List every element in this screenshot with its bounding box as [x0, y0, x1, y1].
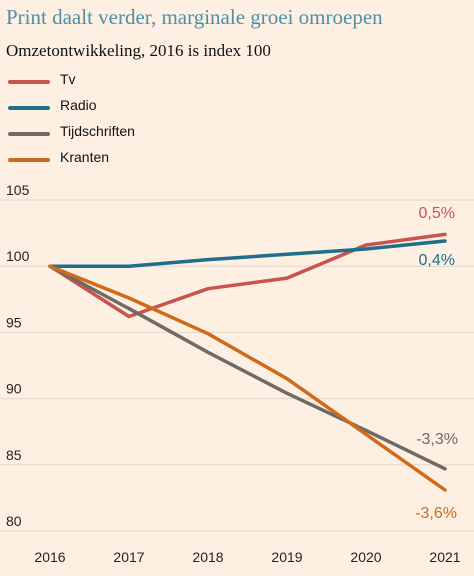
x-tick-label-2018: 2018	[192, 549, 223, 565]
y-tick-label-80: 80	[6, 513, 22, 529]
y-tick-label-95: 95	[6, 314, 22, 330]
chart-title: Print daalt verder, marginale groei omro…	[6, 5, 383, 29]
series-line-kranten	[48, 264, 447, 492]
series-line-tijdschriften	[48, 264, 447, 471]
legend-swatch-tv	[8, 80, 50, 84]
legend-label-tijdschriften: Tijdschriften	[60, 123, 135, 139]
series-line-radio	[48, 239, 447, 268]
end-label-tijdschriften: -3,3%	[416, 431, 458, 448]
y-tick-label-100: 100	[6, 248, 30, 264]
chart-subtitle: Omzetontwikkeling, 2016 is index 100	[6, 41, 271, 60]
x-tick-label-2021: 2021	[429, 549, 460, 565]
end-label-radio: 0,4%	[419, 252, 455, 269]
x-tick-label-2017: 2017	[113, 549, 144, 565]
x-tick-label-2019: 2019	[271, 549, 302, 565]
x-tick-label-2020: 2020	[350, 549, 381, 565]
legend-swatch-tijdschriften	[8, 132, 50, 136]
legend-label-radio: Radio	[60, 97, 97, 113]
x-tick-label-2016: 2016	[34, 549, 65, 565]
end-label-kranten: -3,6%	[415, 505, 457, 522]
legend-label-tv: Tv	[60, 71, 76, 87]
y-tick-label-90: 90	[6, 381, 22, 397]
end-label-tv: 0,5%	[419, 205, 455, 222]
y-tick-label-105: 105	[6, 182, 30, 198]
legend-swatch-kranten	[8, 158, 50, 162]
legend-swatch-radio	[8, 106, 50, 110]
series-line-tv	[48, 232, 447, 319]
legend-label-kranten: Kranten	[60, 149, 110, 165]
y-tick-label-85: 85	[6, 447, 22, 463]
